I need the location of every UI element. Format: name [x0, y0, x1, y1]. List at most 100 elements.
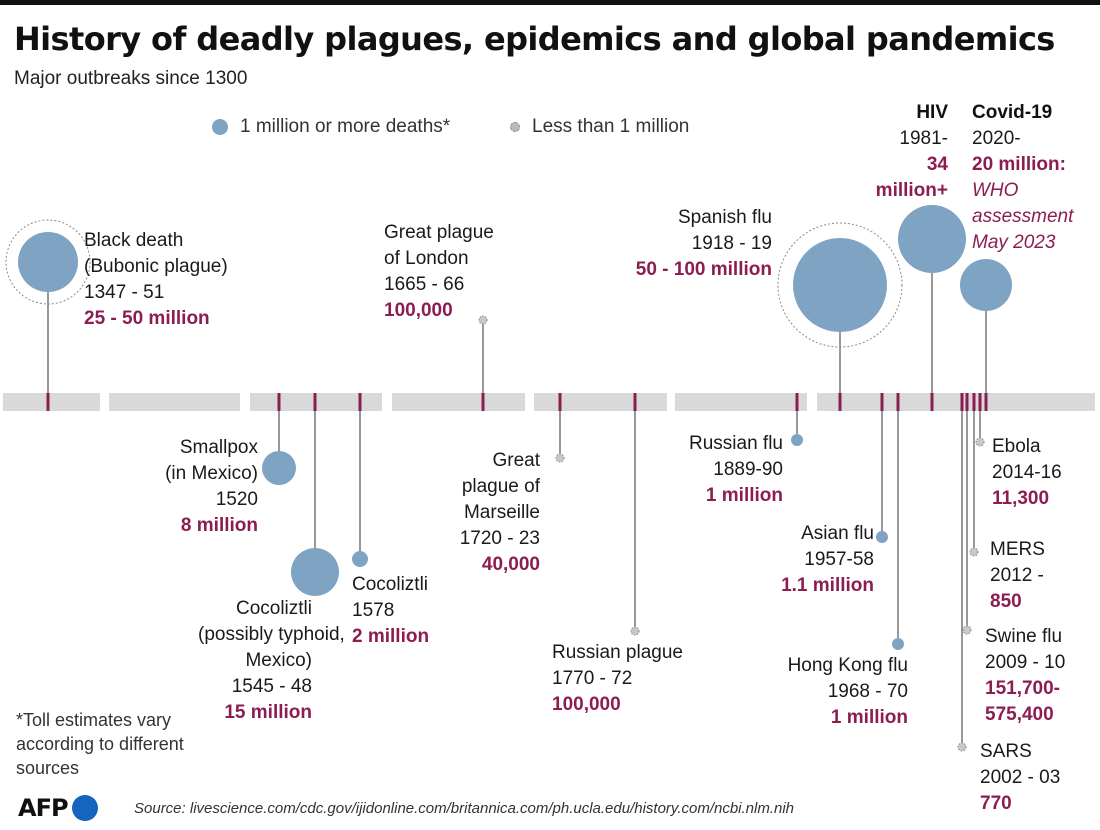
event-name: Black death	[84, 230, 184, 251]
event-tick-17	[984, 393, 988, 411]
event-label-4: Cocoliztli 1578 2 million	[352, 572, 429, 650]
event-label-1: Black death (Bubonic plague) 1347 - 51 25 -…	[84, 228, 228, 332]
event-name: plague of	[461, 476, 540, 497]
event-label-9: Spanish flu 1918 - 19 50 - 100 million	[610, 205, 772, 283]
event-label-15: MERS 2012 - 850	[990, 537, 1045, 615]
event-marker-13	[957, 742, 967, 752]
event-marker-15	[969, 547, 979, 557]
event-name: (Bubonic plague)	[84, 256, 228, 277]
event-deaths: 2 million	[352, 626, 430, 647]
event-tick-16	[978, 393, 982, 411]
event-tick-5	[481, 393, 485, 411]
event-deaths: million+	[875, 180, 948, 201]
event-tick-14	[965, 393, 969, 411]
event-deaths: 770	[980, 793, 1012, 814]
event-name: Spanish flu	[677, 207, 772, 228]
event-bubble-10	[876, 531, 888, 543]
event-name: SARS	[980, 741, 1032, 762]
event-label-10: Asian flu 1957-58 1.1 million	[740, 521, 874, 599]
event-deaths: 100,000	[552, 694, 621, 715]
event-bubble-8	[791, 434, 803, 446]
event-deaths: 575,400	[985, 704, 1054, 725]
event-deaths: 1 million	[705, 485, 783, 506]
event-name: Smallpox	[179, 437, 258, 458]
event-years: 2020-	[972, 128, 1021, 149]
event-deaths: 20 million:	[972, 154, 1066, 175]
event-deaths: 100,000	[384, 300, 453, 321]
timeline-bar-segment-4	[392, 393, 525, 411]
event-tick-10	[880, 393, 884, 411]
timeline-bar-segment-7	[817, 393, 1095, 411]
event-label-14: Swine flu 2009 - 10 151,700- 575,400	[985, 624, 1065, 728]
legend-small: Less than 1 million	[510, 116, 689, 138]
event-name: (possibly typhoid,	[198, 624, 345, 645]
event-deaths: 1.1 million	[781, 575, 874, 596]
event-bubble-4	[352, 551, 368, 567]
event-years: 1665 - 66	[384, 274, 465, 295]
event-label-16: Ebola 2014-16 11,300	[992, 434, 1062, 512]
source-note: Source: livescience.com/cdc.gov/ijidonli…	[134, 800, 795, 817]
event-bubble-9	[793, 238, 887, 332]
event-years: 1918 - 19	[691, 233, 772, 254]
event-label-3: Cocoliztli (possibly typhoid, Mexico) 1545 …	[198, 596, 345, 726]
event-name: Cocoliztli	[352, 574, 429, 595]
event-tick-8	[795, 393, 799, 411]
event-deaths: 8 million	[180, 515, 258, 536]
event-name: Marseille	[463, 502, 540, 523]
event-name: (in Mexico)	[165, 463, 258, 484]
event-label-17: Covid-19 2020- 20 million: WHO assessment May…	[972, 100, 1073, 256]
timeline-bar-segment-5	[534, 393, 667, 411]
event-tick-15	[972, 393, 976, 411]
timeline-bar-segment-1	[3, 393, 100, 411]
legend-big-dot-icon	[212, 118, 228, 135]
event-years: 2002 - 03	[980, 767, 1061, 788]
event-name: MERS	[990, 539, 1045, 560]
legend-big: 1 million or more deaths*	[212, 116, 450, 138]
event-bubble-12	[898, 205, 966, 273]
event-deaths: 1 million	[830, 707, 908, 728]
event-name: Mexico)	[245, 650, 312, 671]
event-years: 2012 -	[990, 565, 1044, 586]
event-years: 1770 - 72	[552, 668, 633, 689]
legend-small-label: Less than 1 million	[532, 116, 690, 137]
event-marker-6	[555, 453, 565, 463]
event-name: Swine flu	[985, 626, 1063, 647]
event-years: 1957-58	[804, 549, 874, 570]
event-deaths: 34	[926, 154, 948, 175]
event-ring-1	[5, 219, 91, 305]
event-name: Asian flu	[801, 523, 874, 544]
event-bubble-1	[18, 232, 78, 292]
event-tick-6	[558, 393, 562, 411]
event-years: 2009 - 10	[985, 652, 1066, 673]
event-tick-2	[277, 393, 281, 411]
event-years: 1347 - 51	[84, 282, 165, 303]
event-deaths: 850	[990, 591, 1022, 612]
event-label-11: Hong Kong flu 1968 - 70 1 million	[740, 653, 908, 731]
legend-big-label: 1 million or more deaths*	[240, 116, 451, 137]
event-tick-7	[633, 393, 637, 411]
event-bubble-11	[892, 638, 904, 650]
event-marker-14	[962, 625, 972, 635]
event-marker-16	[975, 437, 985, 447]
chart-subtitle: Major outbreaks since 1300	[14, 68, 248, 89]
event-marker-7	[630, 626, 640, 636]
event-label-2: Smallpox (in Mexico) 1520 8 million	[120, 435, 258, 539]
event-years: 1720 - 23	[459, 528, 540, 549]
event-label-5: Great plague of London 1665 - 66 100,000	[384, 220, 494, 324]
event-label-12: HIV 1981- 34 million+	[852, 100, 948, 204]
event-years: 1545 - 48	[231, 676, 312, 697]
event-tick-12	[930, 393, 934, 411]
event-note-line: assessment	[972, 206, 1074, 227]
event-note-line: May 2023	[972, 232, 1056, 253]
event-tick-9	[838, 393, 842, 411]
event-deaths: 25 - 50 million	[84, 308, 210, 329]
event-name: Great	[492, 450, 540, 471]
afp-logo-dot-icon	[72, 795, 98, 821]
event-bubble-3	[291, 548, 339, 596]
event-label-6: Great plague of Marseille 1720 - 23 40,000	[430, 448, 540, 578]
event-tick-11	[896, 393, 900, 411]
chart-title: History of deadly plagues, epidemics and…	[14, 20, 1055, 58]
event-note-line: WHO	[972, 180, 1019, 201]
event-years: 1968 - 70	[827, 681, 908, 702]
event-years: 2014-16	[992, 462, 1062, 483]
